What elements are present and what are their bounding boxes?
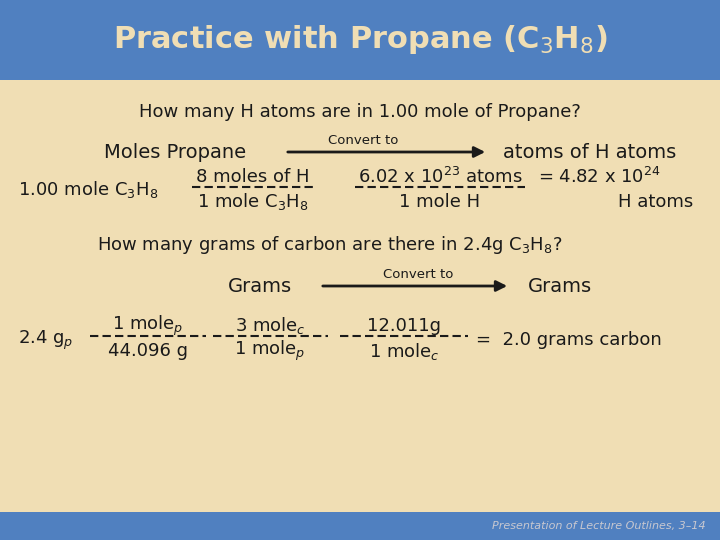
Text: How many grams of carbon are there in 2.4g C$_3$H$_8$?: How many grams of carbon are there in 2.… (97, 234, 563, 256)
Bar (0, 0, 720, 80)
Text: H atoms: H atoms (618, 193, 693, 211)
Text: Convert to: Convert to (328, 133, 398, 146)
Text: 8 moles of H: 8 moles of H (197, 168, 310, 186)
Text: Grams: Grams (228, 276, 292, 295)
Text: = 4.82 x 10$^{24}$: = 4.82 x 10$^{24}$ (538, 167, 661, 187)
Text: Grams: Grams (528, 276, 592, 295)
Text: 12.011g: 12.011g (367, 317, 441, 335)
Text: 1 mole$_p$: 1 mole$_p$ (112, 314, 184, 338)
Text: atoms of H atoms: atoms of H atoms (503, 143, 677, 161)
Text: 2.4 g$_p$: 2.4 g$_p$ (18, 328, 73, 352)
Text: How many H atoms are in 1.00 mole of Propane?: How many H atoms are in 1.00 mole of Pro… (139, 103, 581, 121)
Text: Convert to: Convert to (383, 267, 453, 280)
Text: Practice with Propane (C$_3$H$_8$): Practice with Propane (C$_3$H$_8$) (113, 24, 607, 57)
Text: 1.00 mole C$_3$H$_8$: 1.00 mole C$_3$H$_8$ (18, 179, 158, 200)
Text: 1 mole C$_3$H$_8$: 1 mole C$_3$H$_8$ (197, 192, 309, 213)
Text: 1 mole$_p$: 1 mole$_p$ (234, 339, 306, 363)
Text: 6.02 x 10$^{23}$ atoms: 6.02 x 10$^{23}$ atoms (358, 167, 522, 187)
Text: =  2.0 grams carbon: = 2.0 grams carbon (476, 331, 662, 349)
Bar (0, 512, 720, 540)
Text: 44.096 g: 44.096 g (108, 342, 188, 360)
Text: Presentation of Lecture Outlines, 3–14: Presentation of Lecture Outlines, 3–14 (492, 521, 706, 531)
Text: 3 mole$_c$: 3 mole$_c$ (235, 315, 305, 336)
Text: 1 mole H: 1 mole H (400, 193, 480, 211)
Text: Moles Propane: Moles Propane (104, 143, 246, 161)
Text: 1 mole$_c$: 1 mole$_c$ (369, 341, 439, 361)
